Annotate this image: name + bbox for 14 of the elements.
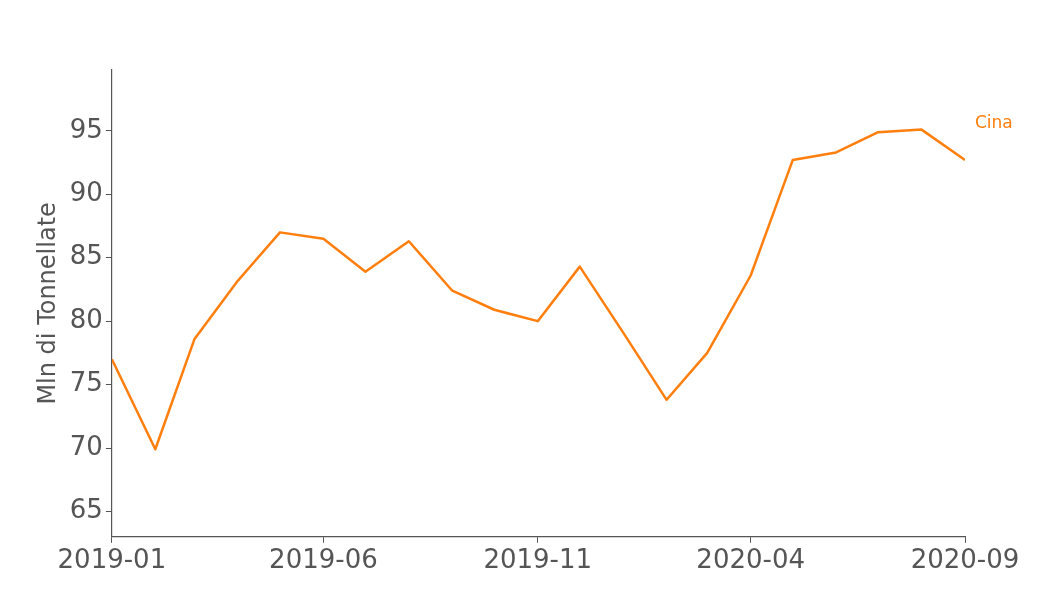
x-tick-label: 2019-01 <box>57 544 167 575</box>
x-tick-label: 2019-11 <box>483 544 593 575</box>
y-tick-label: 90 <box>69 177 103 208</box>
x-tick-label: 2020-04 <box>696 544 805 575</box>
x-tick-label: 2020-09 <box>910 544 1020 575</box>
x-tick-label: 2019-06 <box>269 544 378 575</box>
y-tick-label: 65 <box>69 494 103 525</box>
y-tick-label: 85 <box>69 240 103 271</box>
y-tick-label: 80 <box>69 303 103 334</box>
y-axis-title: Mln di Tonnellate <box>32 202 61 405</box>
y-tick-label: 70 <box>69 430 103 461</box>
series-label: Cina <box>975 112 1013 133</box>
y-tick-label: 75 <box>69 367 103 398</box>
y-tick-label: 95 <box>69 113 103 144</box>
